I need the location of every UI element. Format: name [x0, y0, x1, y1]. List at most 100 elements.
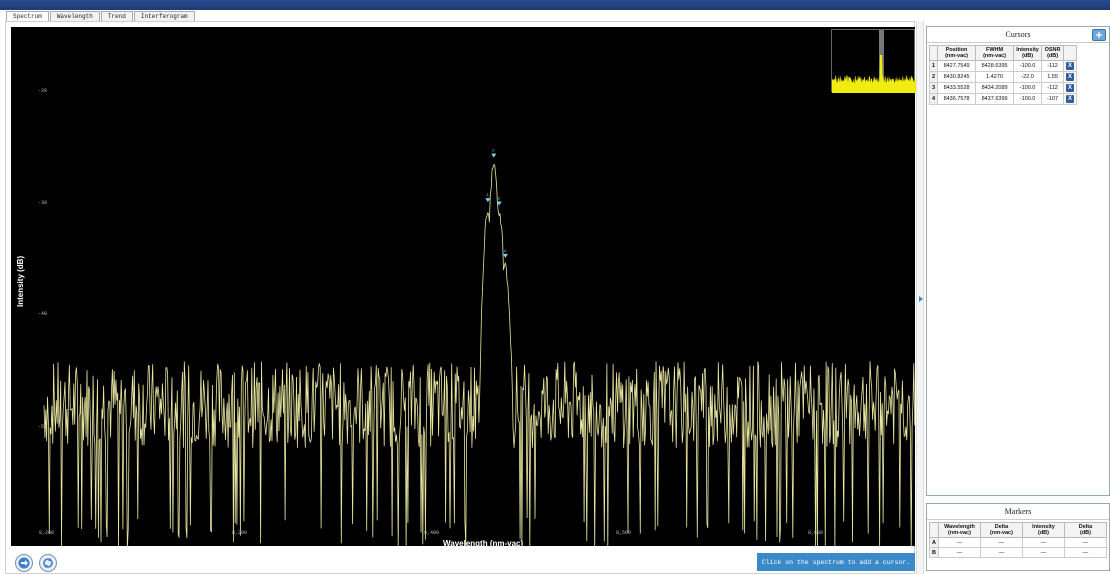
cursor-marker[interactable]: 4 [502, 248, 508, 258]
overview-thumbnail[interactable] [831, 29, 916, 93]
tab-trend[interactable]: Trend [100, 11, 133, 21]
fwhm-header: FWHM (nm-vac) [975, 45, 1015, 61]
cursor-label: 2 [492, 148, 495, 153]
cursors-title: Cursors [927, 27, 1109, 43]
row-index: 3 [928, 82, 939, 94]
table-row[interactable]: 3 8433.5528 8434.2089 -100.0 -112 X [928, 82, 1078, 94]
fwhm-cell: 8434.2089 [975, 82, 1015, 94]
marker-cell: — [937, 537, 981, 548]
intensity-cell: -100.0 [1013, 82, 1043, 94]
cursors-table: Position (nm-vac) FWHM (nm-vac) Intensity(… [928, 45, 1078, 105]
intensity-cell: -100.0 [1013, 93, 1043, 105]
cursor-marker[interactable]: 2 [491, 148, 497, 158]
table-row[interactable]: 1 8427.7549 8428.6395 -100.0 -112 X [928, 60, 1078, 72]
x-axis-label: Wavelength (nm-vac) [443, 539, 524, 548]
row-index: 1 [928, 60, 939, 72]
y-tick-label: -20 [38, 88, 48, 94]
view-tabs: Spectrum Wavelength Trend Interferogram [6, 11, 196, 21]
y-axis-label: Intensity (dB) [16, 255, 25, 307]
delete-cell: X [1063, 71, 1078, 83]
tab-wavelength[interactable]: Wavelength [49, 11, 100, 21]
table-row[interactable]: 2 8430.8245 1.4270 -22.0 1.55 X [928, 71, 1078, 83]
tab-interferogram[interactable]: Interferogram [133, 11, 195, 21]
markers-title: Markers [927, 504, 1109, 520]
delete-cursor-button[interactable]: X [1066, 73, 1075, 81]
delta-intensity-header: Delta (dB) [1063, 522, 1107, 538]
delete-cursor-button[interactable]: X [1066, 62, 1075, 70]
marker-cell: — [937, 547, 981, 558]
osnr-header: OSNR (dB) [1041, 45, 1065, 61]
add-cursor-icon [1096, 32, 1102, 38]
spectrum-chart[interactable]: 1 2 3 4 [11, 27, 915, 546]
index-header [928, 45, 939, 61]
marker-cell: — [1021, 547, 1065, 558]
overview-trace [832, 55, 916, 93]
x-tick-label: 8,300 [232, 530, 248, 536]
markers-title-text: Markers [1004, 507, 1032, 516]
delete-header [1063, 45, 1078, 61]
delete-cell: X [1063, 60, 1078, 72]
row-index: 4 [928, 93, 939, 105]
fwhm-cell: 8428.6395 [975, 60, 1015, 72]
cursors-panel: Cursors Position (nm-vac) FWHM (nm-vac) In… [926, 26, 1110, 496]
panel-splitter[interactable] [916, 21, 924, 574]
cursor-label: 4 [504, 248, 507, 253]
osnr-cell: -112 [1041, 60, 1065, 72]
osnr-cell: -112 [1041, 82, 1065, 94]
markers-table: Wavelength (nm-vac) Delta (nm-vac) Intensi… [929, 522, 1107, 558]
x-tick-label: 8,400 [424, 530, 440, 536]
position-cell: 8433.5528 [937, 82, 977, 94]
wavelength-header: Wavelength (nm-vac) [937, 522, 981, 538]
refresh-button[interactable] [39, 554, 57, 572]
cursor-add-button[interactable] [1092, 29, 1106, 41]
cursors-title-text: Cursors [1005, 30, 1031, 39]
cursor-label: 1 [486, 192, 489, 197]
y-tick-label: -30 [38, 200, 48, 206]
position-cell: 8427.7549 [937, 60, 977, 72]
row-index: A [929, 537, 939, 548]
delete-cursor-button[interactable]: X [1066, 95, 1075, 103]
osnr-cell: -107 [1041, 93, 1065, 105]
fwhm-cell: 8437.6399 [975, 93, 1015, 105]
markers-panel: Markers Wavelength (nm-vac) Delta (nm-vac)… [926, 503, 1110, 571]
plot-toolbar: Click on the spectrum to add a cursor. [11, 550, 915, 574]
export-button[interactable] [15, 554, 33, 572]
table-row[interactable]: 4 8436.7578 8437.6399 -100.0 -107 X [928, 93, 1078, 105]
cursor-marker[interactable]: 3 [496, 196, 502, 206]
delta-wavelength-header: Delta (nm-vac) [979, 522, 1023, 538]
x-tick-label: 8,600 [808, 530, 824, 536]
cursor-marker[interactable]: 1 [485, 192, 491, 203]
index-header [929, 522, 939, 538]
intensity-header: Intensity (dB) [1021, 522, 1065, 538]
arrow-right-icon [18, 557, 30, 569]
spectrum-trace [43, 164, 915, 546]
x-tick-label: 8,500 [616, 530, 632, 536]
tab-spectrum[interactable]: Spectrum [6, 11, 49, 21]
position-header: Position (nm-vac) [937, 45, 977, 61]
marker-cell: — [979, 537, 1023, 548]
row-index: 2 [928, 71, 939, 83]
osnr-cell: 1.55 [1041, 71, 1065, 83]
delete-cursor-button[interactable]: X [1066, 84, 1075, 92]
position-cell: 8430.8245 [937, 71, 977, 83]
delete-cell: X [1063, 93, 1078, 105]
marker-cell: — [1063, 547, 1107, 558]
intensity-cell: -100.0 [1013, 60, 1043, 72]
position-cell: 8436.7578 [937, 93, 977, 105]
y-tick-label: -40 [38, 311, 48, 317]
table-row[interactable]: B — — — — [929, 547, 1107, 558]
delete-cell: X [1063, 82, 1078, 94]
intensity-header: Intensity (dB) [1013, 45, 1043, 61]
refresh-icon [43, 558, 53, 568]
marker-cell: — [1021, 537, 1065, 548]
x-tick-label: 8,200 [39, 530, 55, 536]
intensity-cell: -22.0 [1013, 71, 1043, 83]
window-title-bar [0, 0, 1110, 10]
expand-arrow-icon[interactable] [919, 296, 923, 302]
table-row[interactable]: A — — — — [929, 537, 1107, 548]
marker-cell: — [1063, 537, 1107, 548]
y-tick-label: -50 [38, 424, 48, 430]
row-index: B [929, 547, 939, 558]
